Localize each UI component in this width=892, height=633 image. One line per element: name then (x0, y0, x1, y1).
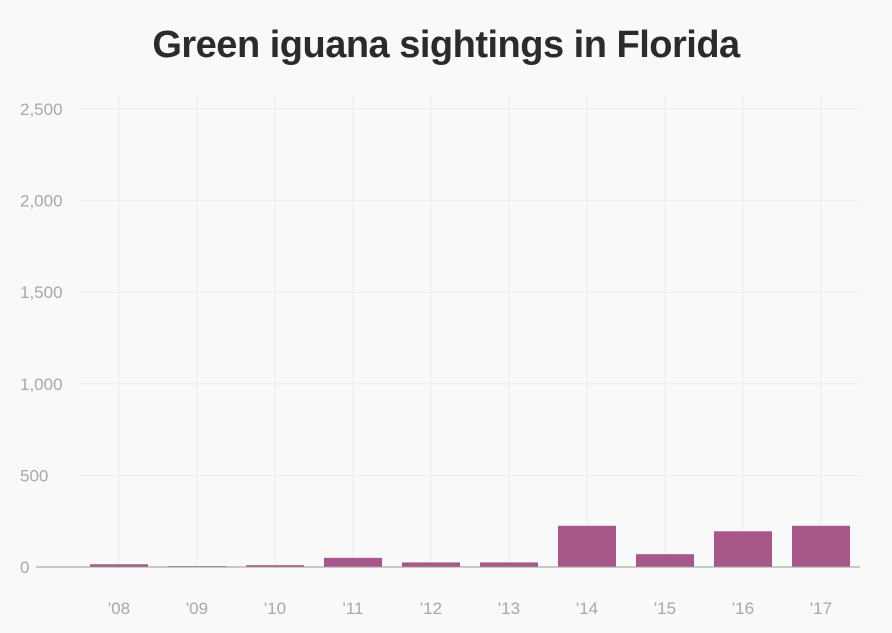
bar (558, 525, 616, 567)
y-tick-label: 1,000 (20, 375, 63, 394)
y-tick-label: 0 (20, 558, 29, 577)
x-tick-label: '10 (264, 599, 286, 618)
chart-title: Green iguana sightings in Florida (152, 24, 740, 66)
bar (792, 525, 850, 567)
y-tick-label: 1,500 (20, 283, 63, 302)
x-tick-label: '16 (732, 599, 754, 618)
bar (324, 557, 382, 567)
x-tick-label: '09 (186, 599, 208, 618)
bars (90, 525, 850, 567)
x-tick-label: '17 (810, 599, 832, 618)
x-tick-label: '08 (108, 599, 130, 618)
x-tick-label: '13 (498, 599, 520, 618)
y-tick-label: 2,000 (20, 192, 63, 211)
bar (480, 562, 538, 567)
x-tick-label: '14 (576, 599, 598, 618)
bar (636, 554, 694, 567)
bar (90, 564, 148, 567)
y-tick-label: 2,500 (20, 100, 63, 119)
bar (246, 565, 304, 567)
gridlines (80, 96, 860, 567)
x-tick-label: '12 (420, 599, 442, 618)
x-tick-label: '11 (343, 599, 364, 618)
y-axis: 0 500 1,000 1,500 2,000 2,500 (20, 100, 63, 577)
x-axis: '08 '09 '10 '11 '12 '13 '14 '15 '16 '17 (36, 566, 860, 618)
y-tick-label: 500 (20, 466, 48, 485)
bar (402, 562, 460, 567)
bar (714, 531, 772, 567)
x-tick-label: '15 (654, 599, 676, 618)
